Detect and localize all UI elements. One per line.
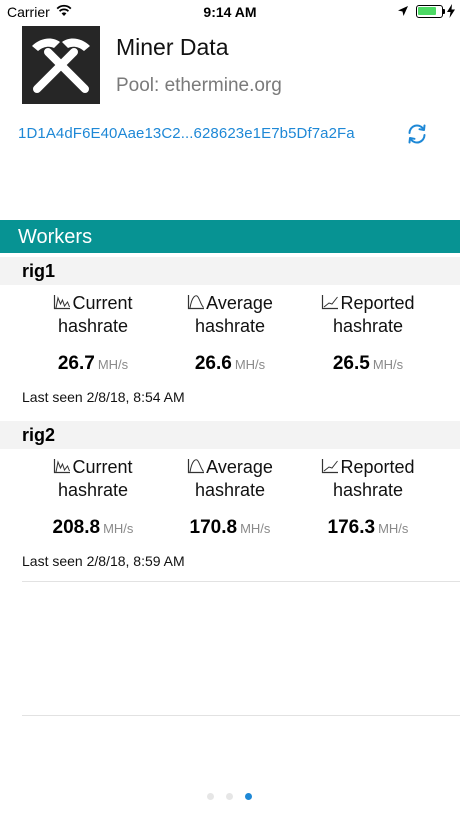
last-seen-label: Last seen 2/8/18, 8:54 AM — [22, 389, 185, 405]
battery-icon — [416, 5, 443, 18]
average-chart-icon — [188, 295, 205, 310]
wallet-address-link[interactable]: 1D1A4dF6E40Aae13C2...628623e1E7b5Df7a2Fa — [18, 125, 355, 142]
worker-name: rig1 — [0, 257, 460, 285]
reported-unit: MH/s — [372, 357, 404, 372]
average-value: 26.6 — [194, 353, 232, 374]
reported-label: Reported — [340, 293, 415, 313]
carrier-label: Carrier — [7, 4, 50, 20]
page-dot-2[interactable] — [226, 793, 233, 800]
reported-value: 26.5 — [332, 353, 370, 374]
charging-bolt-icon — [447, 4, 455, 18]
current-value: 26.7 — [57, 353, 95, 374]
average-unit: MH/s — [234, 357, 266, 372]
current-unit: MH/s — [97, 357, 129, 372]
average-label: Average — [206, 293, 273, 313]
page-dot-3[interactable] — [245, 793, 252, 800]
pool-label: Pool: ethermine.org — [116, 75, 282, 96]
current-unit: MH/s — [103, 521, 134, 536]
last-seen-label: Last seen 2/8/18, 8:59 AM — [22, 553, 185, 569]
reported-unit: MH/s — [378, 521, 409, 536]
workers-section-header: Workers — [0, 220, 460, 253]
status-time: 9:14 AM — [203, 4, 257, 20]
page-dot-1[interactable] — [207, 793, 214, 800]
reported-hashrate-stat: Reported hashrate 26.5 MH/s — [293, 293, 443, 375]
reported-label: Reported — [340, 457, 415, 477]
list-divider — [22, 581, 460, 582]
average-label-2: hashrate — [194, 316, 266, 336]
reported-value: 176.3 — [327, 517, 376, 538]
current-hashrate-stat: Current hashrate 208.8 MH/s — [18, 457, 168, 539]
wifi-icon — [56, 4, 72, 16]
average-label: Average — [206, 457, 273, 477]
current-value: 208.8 — [52, 517, 101, 538]
average-chart-icon — [188, 459, 205, 474]
worker-card: rig1 Current hashrate 26.7 MH/s Average h… — [0, 257, 460, 407]
battery-tip — [443, 9, 445, 14]
refresh-icon[interactable] — [405, 122, 429, 146]
footer-divider — [22, 715, 460, 716]
status-bar: Carrier 9:14 AM — [0, 0, 460, 24]
reported-hashrate-stat: Reported hashrate 176.3 MH/s — [293, 457, 443, 539]
current-label: Current — [72, 293, 133, 313]
worker-card: rig2 Current hashrate 208.8 MH/s Average … — [0, 421, 460, 571]
average-value: 170.8 — [189, 517, 238, 538]
current-chart-icon — [54, 459, 71, 474]
current-hashrate-stat: Current hashrate 26.7 MH/s — [18, 293, 168, 375]
location-arrow-icon — [398, 6, 408, 16]
current-label-2: hashrate — [57, 316, 129, 336]
average-unit: MH/s — [240, 521, 271, 536]
current-label: Current — [72, 457, 133, 477]
page-title: Miner Data — [116, 34, 229, 60]
reported-chart-icon — [322, 295, 339, 310]
average-hashrate-stat: Average hashrate 26.6 MH/s — [155, 293, 305, 375]
current-chart-icon — [54, 295, 71, 310]
pickaxes-icon — [22, 26, 100, 104]
average-label-2: hashrate — [194, 480, 266, 500]
reported-label-2: hashrate — [332, 316, 404, 336]
reported-label-2: hashrate — [332, 480, 404, 500]
average-hashrate-stat: Average hashrate 170.8 MH/s — [155, 457, 305, 539]
worker-name: rig2 — [0, 421, 460, 449]
current-label-2: hashrate — [57, 480, 129, 500]
reported-chart-icon — [322, 459, 339, 474]
